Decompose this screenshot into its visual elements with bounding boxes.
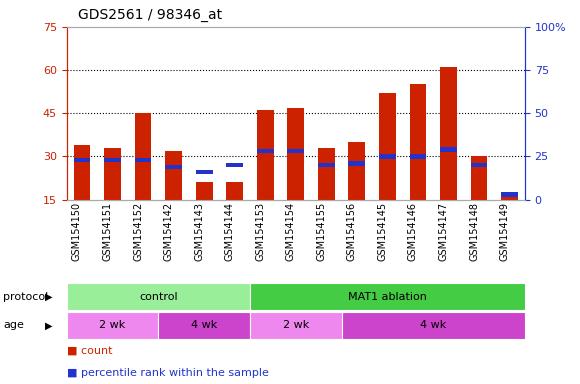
- Text: GSM154154: GSM154154: [286, 202, 296, 261]
- Bar: [379, 154, 396, 159]
- Text: GSM154145: GSM154145: [378, 202, 387, 261]
- Bar: [257, 149, 274, 154]
- Text: GSM154142: GSM154142: [164, 202, 173, 261]
- Bar: [288, 108, 304, 200]
- Bar: [471, 163, 487, 167]
- Bar: [67, 312, 158, 339]
- Text: ▶: ▶: [45, 320, 52, 331]
- Text: 2 wk: 2 wk: [282, 320, 309, 331]
- Text: GSM154149: GSM154149: [499, 202, 510, 261]
- Text: ■ percentile rank within the sample: ■ percentile rank within the sample: [67, 368, 269, 378]
- Text: GSM154155: GSM154155: [316, 202, 327, 262]
- Bar: [318, 163, 335, 167]
- Text: 2 wk: 2 wk: [99, 320, 126, 331]
- Bar: [196, 182, 212, 200]
- Text: MAT1 ablation: MAT1 ablation: [348, 291, 427, 302]
- Text: control: control: [139, 291, 177, 302]
- Bar: [67, 283, 250, 310]
- Bar: [135, 158, 151, 162]
- Bar: [104, 148, 121, 200]
- Text: GSM154146: GSM154146: [408, 202, 418, 261]
- Text: GSM154144: GSM154144: [224, 202, 235, 261]
- Bar: [196, 170, 212, 174]
- Text: GSM154148: GSM154148: [469, 202, 479, 261]
- Bar: [74, 145, 90, 200]
- Bar: [74, 158, 90, 162]
- Bar: [501, 192, 518, 197]
- Bar: [409, 84, 426, 200]
- Bar: [250, 283, 525, 310]
- Bar: [226, 182, 243, 200]
- Bar: [226, 163, 243, 167]
- Bar: [318, 148, 335, 200]
- Text: GSM154156: GSM154156: [347, 202, 357, 261]
- Bar: [158, 312, 250, 339]
- Bar: [135, 113, 151, 200]
- Bar: [501, 194, 518, 200]
- Bar: [104, 158, 121, 162]
- Text: GSM154153: GSM154153: [255, 202, 265, 261]
- Text: 4 wk: 4 wk: [191, 320, 218, 331]
- Bar: [349, 142, 365, 200]
- Bar: [440, 67, 457, 200]
- Text: age: age: [3, 320, 24, 331]
- Bar: [471, 157, 487, 200]
- Text: GSM154152: GSM154152: [133, 202, 143, 262]
- Bar: [342, 312, 525, 339]
- Bar: [440, 147, 457, 152]
- Text: ■ count: ■ count: [67, 346, 112, 356]
- Bar: [250, 312, 342, 339]
- Text: ▶: ▶: [45, 291, 52, 302]
- Bar: [379, 93, 396, 200]
- Text: GDS2561 / 98346_at: GDS2561 / 98346_at: [78, 8, 222, 22]
- Bar: [165, 151, 182, 200]
- Bar: [257, 111, 274, 200]
- Text: GSM154143: GSM154143: [194, 202, 204, 261]
- Text: protocol: protocol: [3, 291, 48, 302]
- Bar: [288, 149, 304, 154]
- Text: GSM154150: GSM154150: [72, 202, 82, 261]
- Bar: [165, 165, 182, 169]
- Bar: [349, 161, 365, 166]
- Text: GSM154147: GSM154147: [438, 202, 448, 261]
- Text: GSM154151: GSM154151: [103, 202, 113, 261]
- Bar: [409, 154, 426, 159]
- Text: 4 wk: 4 wk: [420, 320, 447, 331]
